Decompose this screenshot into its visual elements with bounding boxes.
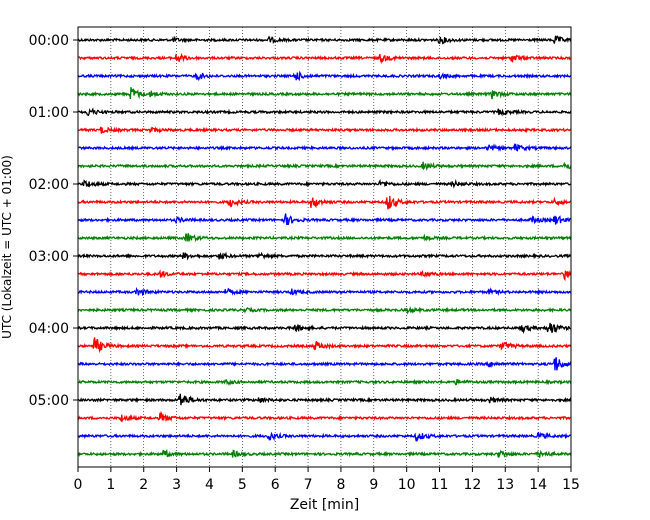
y-tick-label: 04:00 [29, 321, 69, 337]
trace-line [77, 125, 572, 134]
x-tick-label: 10 [398, 477, 416, 493]
trace-line [77, 410, 572, 423]
trace-line [77, 233, 572, 243]
x-tick-label: 5 [238, 477, 247, 493]
y-tick-label: 00:00 [29, 33, 69, 49]
trace-line [77, 337, 572, 354]
plot-frame [77, 26, 572, 468]
y-axis-label: UTC (Lokalzeit = UTC + 01:00) [0, 155, 14, 339]
x-tick-label: 4 [205, 477, 214, 493]
y-tick-label: 05:00 [29, 393, 69, 409]
trace-line [77, 142, 572, 152]
x-tick-label: 0 [74, 477, 83, 493]
trace-line [77, 357, 572, 371]
trace-line [77, 87, 572, 100]
y-tick-label: 02:00 [29, 177, 69, 193]
trace-line [77, 251, 572, 261]
trace-line [77, 431, 572, 442]
seismogram-traces [77, 35, 572, 458]
y-ticks: 00:00 01:00 02:00 03:00 04:00 05:00 [29, 33, 78, 409]
x-tick-label: 9 [369, 477, 378, 493]
x-tick-label: 13 [496, 477, 514, 493]
trace-line [77, 178, 572, 189]
trace-line [77, 213, 572, 225]
x-axis-label: Zeit [min] [290, 497, 359, 513]
trace-line [77, 449, 572, 458]
x-tick-label: 15 [562, 477, 580, 493]
trace-line [77, 195, 572, 210]
trace-line [77, 393, 572, 406]
x-tick-label: 7 [304, 477, 313, 493]
trace-line [77, 269, 572, 282]
trace-line [77, 107, 572, 117]
y-tick-label: 03:00 [29, 249, 69, 265]
x-tick-label: 8 [336, 477, 345, 493]
y-tick-label: 01:00 [29, 105, 69, 121]
x-tick-label: 6 [271, 477, 280, 493]
x-tick-label: 11 [431, 477, 449, 493]
x-tick-label: 1 [106, 477, 115, 493]
x-ticks: 0 1 2 3 4 5 6 7 8 9 10 11 12 13 14 15 [74, 467, 580, 493]
trace-line [77, 286, 572, 297]
trace-line [77, 306, 572, 315]
trace-line [77, 161, 572, 171]
x-tick-label: 14 [529, 477, 547, 493]
x-tick-label: 12 [463, 477, 481, 493]
x-tick-label: 3 [172, 477, 181, 493]
trace-line [77, 322, 572, 335]
trace-line [77, 378, 572, 386]
x-tick-label: 2 [139, 477, 148, 493]
trace-line [77, 35, 572, 45]
trace-line [77, 70, 572, 82]
vertical-grid-lines [110, 27, 539, 467]
trace-line [77, 52, 572, 65]
